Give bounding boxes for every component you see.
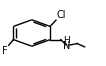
Text: N: N [63, 41, 70, 51]
Text: F: F [2, 46, 8, 56]
Text: Cl: Cl [56, 10, 66, 20]
Text: H: H [63, 36, 70, 45]
